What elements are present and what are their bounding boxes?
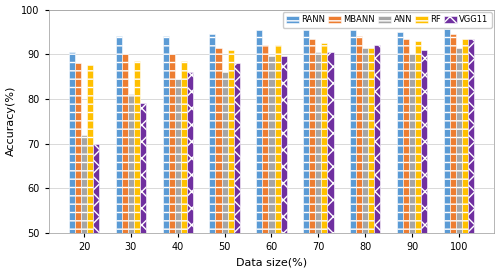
Bar xyxy=(174,79,181,233)
Bar xyxy=(450,34,456,233)
Bar xyxy=(274,45,280,233)
Bar xyxy=(362,48,368,233)
Bar xyxy=(356,36,362,233)
Bar xyxy=(122,54,128,233)
Bar xyxy=(309,38,316,233)
Bar xyxy=(162,36,168,233)
Bar xyxy=(456,48,462,233)
Bar xyxy=(216,48,222,233)
Bar xyxy=(210,34,216,233)
Bar xyxy=(415,41,421,233)
X-axis label: Data size(%): Data size(%) xyxy=(236,257,307,268)
Bar xyxy=(374,45,380,233)
Bar xyxy=(181,61,187,233)
Bar xyxy=(87,65,93,233)
Bar xyxy=(444,25,450,233)
Bar xyxy=(403,38,409,233)
Bar xyxy=(140,103,146,233)
Bar xyxy=(328,52,334,233)
Bar xyxy=(81,135,87,233)
Y-axis label: Accuracy(%): Accuracy(%) xyxy=(6,86,16,156)
Bar xyxy=(462,38,468,233)
Bar xyxy=(397,32,403,233)
Bar xyxy=(280,57,286,233)
Bar xyxy=(187,72,193,233)
Bar xyxy=(168,54,174,233)
Bar xyxy=(421,50,428,233)
Bar xyxy=(316,52,322,233)
Bar xyxy=(303,30,309,233)
Legend: RANN, MBANN, ANN, RF, VGG11: RANN, MBANN, ANN, RF, VGG11 xyxy=(283,12,492,28)
Bar xyxy=(322,43,328,233)
Bar xyxy=(262,45,268,233)
Bar xyxy=(128,94,134,233)
Bar xyxy=(234,63,240,233)
Bar xyxy=(468,38,474,233)
Bar xyxy=(409,54,415,233)
Bar xyxy=(69,52,75,233)
Bar xyxy=(222,72,228,233)
Bar xyxy=(268,57,274,233)
Bar xyxy=(256,30,262,233)
Bar xyxy=(93,144,99,233)
Bar xyxy=(134,61,140,233)
Bar xyxy=(368,48,374,233)
Bar xyxy=(228,50,234,233)
Bar xyxy=(75,63,81,233)
Bar xyxy=(350,30,356,233)
Bar xyxy=(116,36,121,233)
